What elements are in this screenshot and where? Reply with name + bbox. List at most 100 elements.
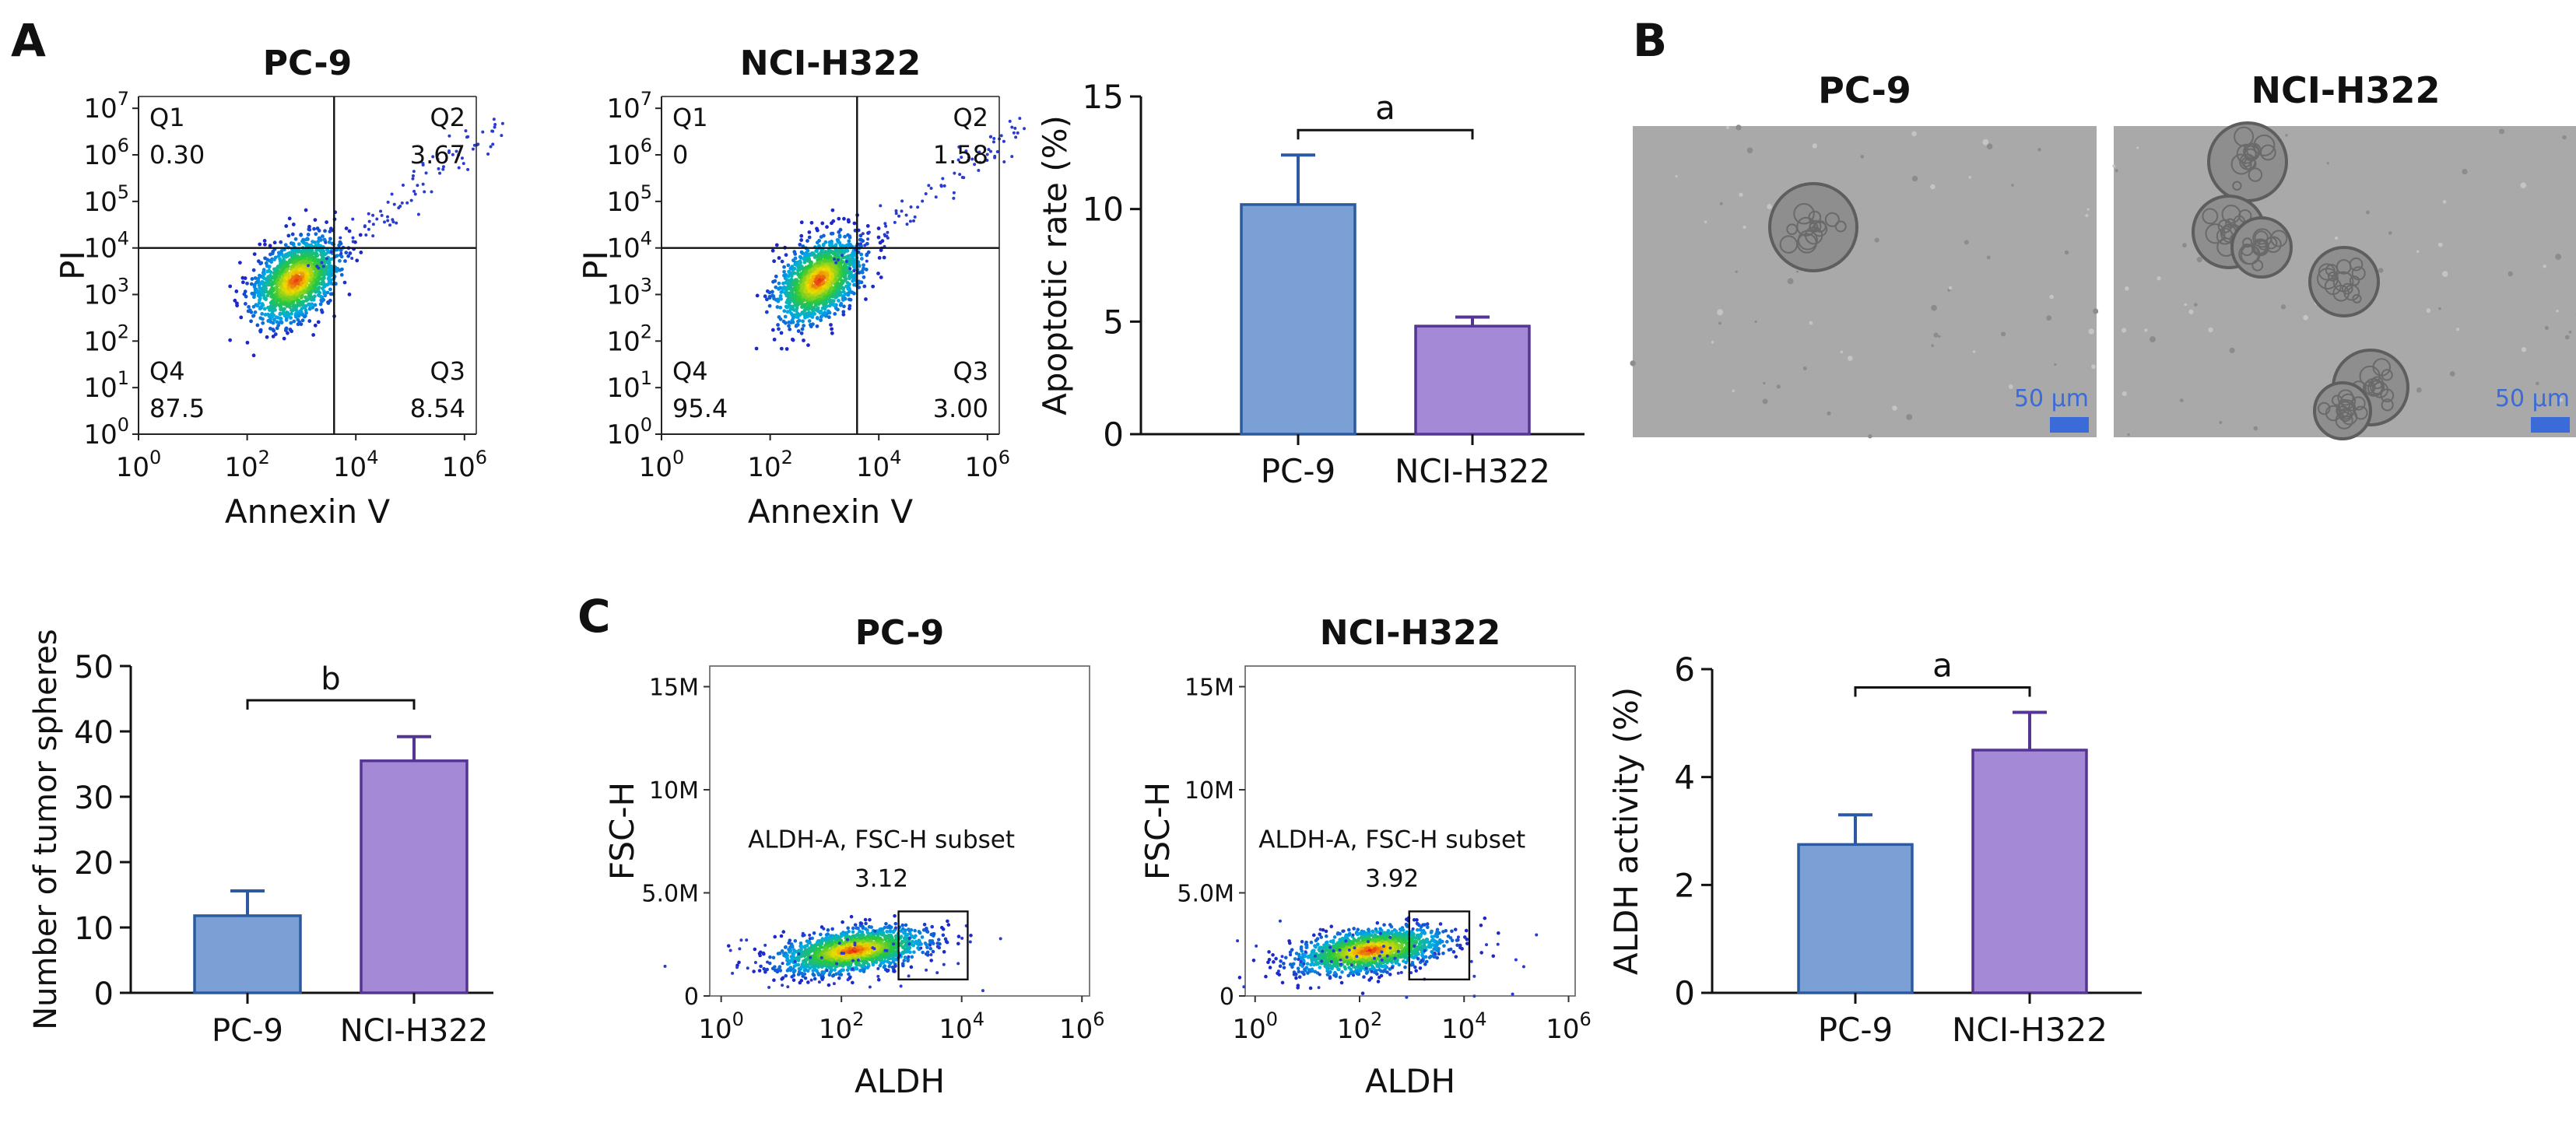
event-dot [811, 322, 815, 327]
debris-speck [2157, 276, 2161, 281]
debris-speck [1719, 202, 1723, 205]
event-dot [263, 242, 267, 247]
event-dot [252, 282, 257, 287]
event-dot [784, 973, 788, 978]
event-dot [835, 962, 839, 966]
event-dot [825, 225, 829, 230]
event-dot [290, 276, 295, 281]
event-dot [995, 150, 999, 154]
event-dot [328, 226, 333, 231]
debris-speck [1930, 184, 1936, 190]
event-dot [779, 934, 784, 938]
event-dot [776, 323, 780, 327]
event-dot [812, 931, 816, 935]
event-dot [876, 929, 879, 934]
debris-speck [2127, 433, 2130, 437]
event-dot [848, 949, 853, 954]
event-dot [273, 269, 277, 274]
y-axis-label: Apoptotic rate (%) [1036, 115, 1074, 415]
event-dot [486, 152, 490, 156]
event-dot [867, 933, 871, 938]
event-dot [334, 267, 339, 272]
cell-outline [1793, 203, 1815, 225]
cell-outline [2318, 263, 2336, 281]
quadrant-value: 1.58 [933, 140, 988, 170]
event-dot [773, 279, 777, 283]
cell-outline [2265, 236, 2282, 254]
event-dot [844, 244, 848, 248]
quadrant-value: 95.4 [672, 394, 728, 423]
cell-outline [2352, 293, 2362, 303]
debris-speck [2285, 134, 2288, 137]
event-dot [788, 266, 793, 271]
event-dot [788, 968, 793, 973]
event-dot [411, 177, 415, 181]
y-tick-label: 106 [606, 135, 652, 171]
cell-outline [2230, 153, 2252, 175]
event-dot [837, 277, 842, 282]
event-dot [773, 965, 777, 969]
event-dot [457, 166, 461, 170]
event-dot [307, 224, 311, 229]
event-dot [932, 932, 936, 936]
event-dot [307, 319, 312, 323]
event-dot [311, 333, 316, 337]
x-tick-label: PC-9 [1261, 452, 1336, 490]
event-dot [912, 219, 916, 223]
event-dot [351, 217, 355, 221]
event-dot [307, 294, 311, 298]
event-dot [430, 190, 433, 194]
event-dot [883, 945, 888, 950]
event-dot [290, 329, 294, 334]
event-dot [413, 192, 417, 196]
tumor-sphere [2308, 246, 2380, 317]
event-dot [827, 966, 832, 970]
cell-outline [2246, 142, 2262, 159]
event-dot [271, 300, 275, 305]
event-dot [989, 149, 993, 153]
event-dot [805, 948, 810, 953]
event-dot [788, 959, 792, 963]
event-dot [314, 280, 319, 285]
event-dot [359, 251, 363, 254]
y-axis-label: Number of tumor spheres [28, 629, 64, 1030]
event-dot [274, 301, 278, 305]
x-tick-label: 104 [856, 447, 902, 483]
event-dot [436, 157, 440, 161]
debris-speck [2543, 264, 2546, 268]
debris-speck [2093, 308, 2099, 314]
event-dot [322, 273, 327, 277]
event-dot [798, 254, 802, 259]
event-dot [785, 300, 790, 305]
event-dot [755, 293, 760, 298]
debris-speck [2559, 398, 2564, 402]
event-dot [367, 227, 370, 231]
quadrant-value: 3.00 [933, 394, 988, 423]
event-dot [772, 337, 777, 342]
event-dot [852, 282, 856, 287]
event-dot [904, 213, 908, 217]
event-dot [799, 238, 804, 242]
event-dot [810, 296, 815, 300]
event-dot [876, 966, 880, 970]
event-dot [344, 251, 349, 255]
event-dot [269, 294, 274, 299]
y-tick-label: 10M [649, 777, 699, 805]
event-dot [985, 159, 989, 163]
event-dot [294, 270, 299, 274]
event-dot [952, 191, 956, 195]
debris-speck [1802, 366, 1807, 371]
cell-outline [2332, 271, 2354, 293]
event-dot [274, 275, 278, 279]
event-dot [907, 942, 911, 946]
event-dot [493, 125, 497, 129]
event-dot [807, 296, 812, 301]
event-dot [912, 950, 916, 954]
event-dot [795, 319, 800, 324]
event-dot [905, 223, 909, 226]
event-dot [371, 213, 375, 217]
event-dot [296, 282, 300, 286]
event-dot [900, 199, 904, 203]
panel-label-a: A [11, 14, 46, 67]
event-dot [782, 285, 787, 289]
